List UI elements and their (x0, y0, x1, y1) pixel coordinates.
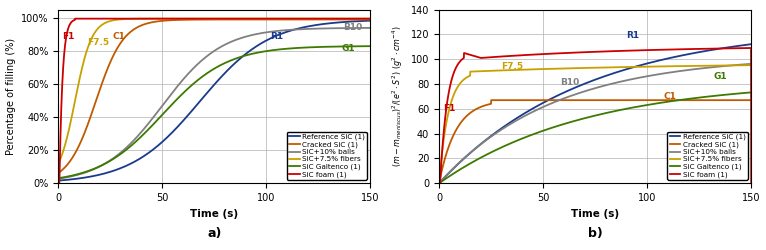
Text: F1: F1 (444, 104, 456, 113)
Legend: Reference SiC (1), Cracked SiC (1), SiC+10% balls, SiC+7.5% fibers, SiC Galtenco: Reference SiC (1), Cracked SiC (1), SiC+… (286, 132, 367, 180)
Text: b): b) (588, 227, 603, 240)
Y-axis label: Percentage of filling (%): Percentage of filling (%) (5, 38, 15, 155)
Y-axis label: $(m-m_{meniscus})^2/(e^2 \cdot S^2)\ (g^2 \cdot cm^{-4})$: $(m-m_{meniscus})^2/(e^2 \cdot S^2)\ (g^… (391, 26, 405, 167)
Legend: Reference SiC (1), Cracked SiC (1), SiC+10% balls, SiC+7.5% fibers, SiC Galtenco: Reference SiC (1), Cracked SiC (1), SiC+… (667, 132, 748, 180)
Text: a): a) (208, 227, 221, 240)
Text: C1: C1 (664, 92, 676, 101)
Text: F7.5: F7.5 (87, 38, 110, 47)
Text: B10: B10 (343, 23, 362, 32)
Text: F1: F1 (63, 32, 75, 40)
Text: B10: B10 (560, 78, 579, 87)
Text: C1: C1 (113, 32, 126, 40)
Text: R1: R1 (627, 31, 640, 40)
Text: F7.5: F7.5 (502, 62, 524, 71)
Text: G1: G1 (342, 44, 355, 53)
X-axis label: Time (s): Time (s) (571, 208, 619, 218)
X-axis label: Time (s): Time (s) (191, 208, 238, 218)
Text: R1: R1 (270, 32, 283, 41)
Text: G1: G1 (714, 72, 728, 81)
